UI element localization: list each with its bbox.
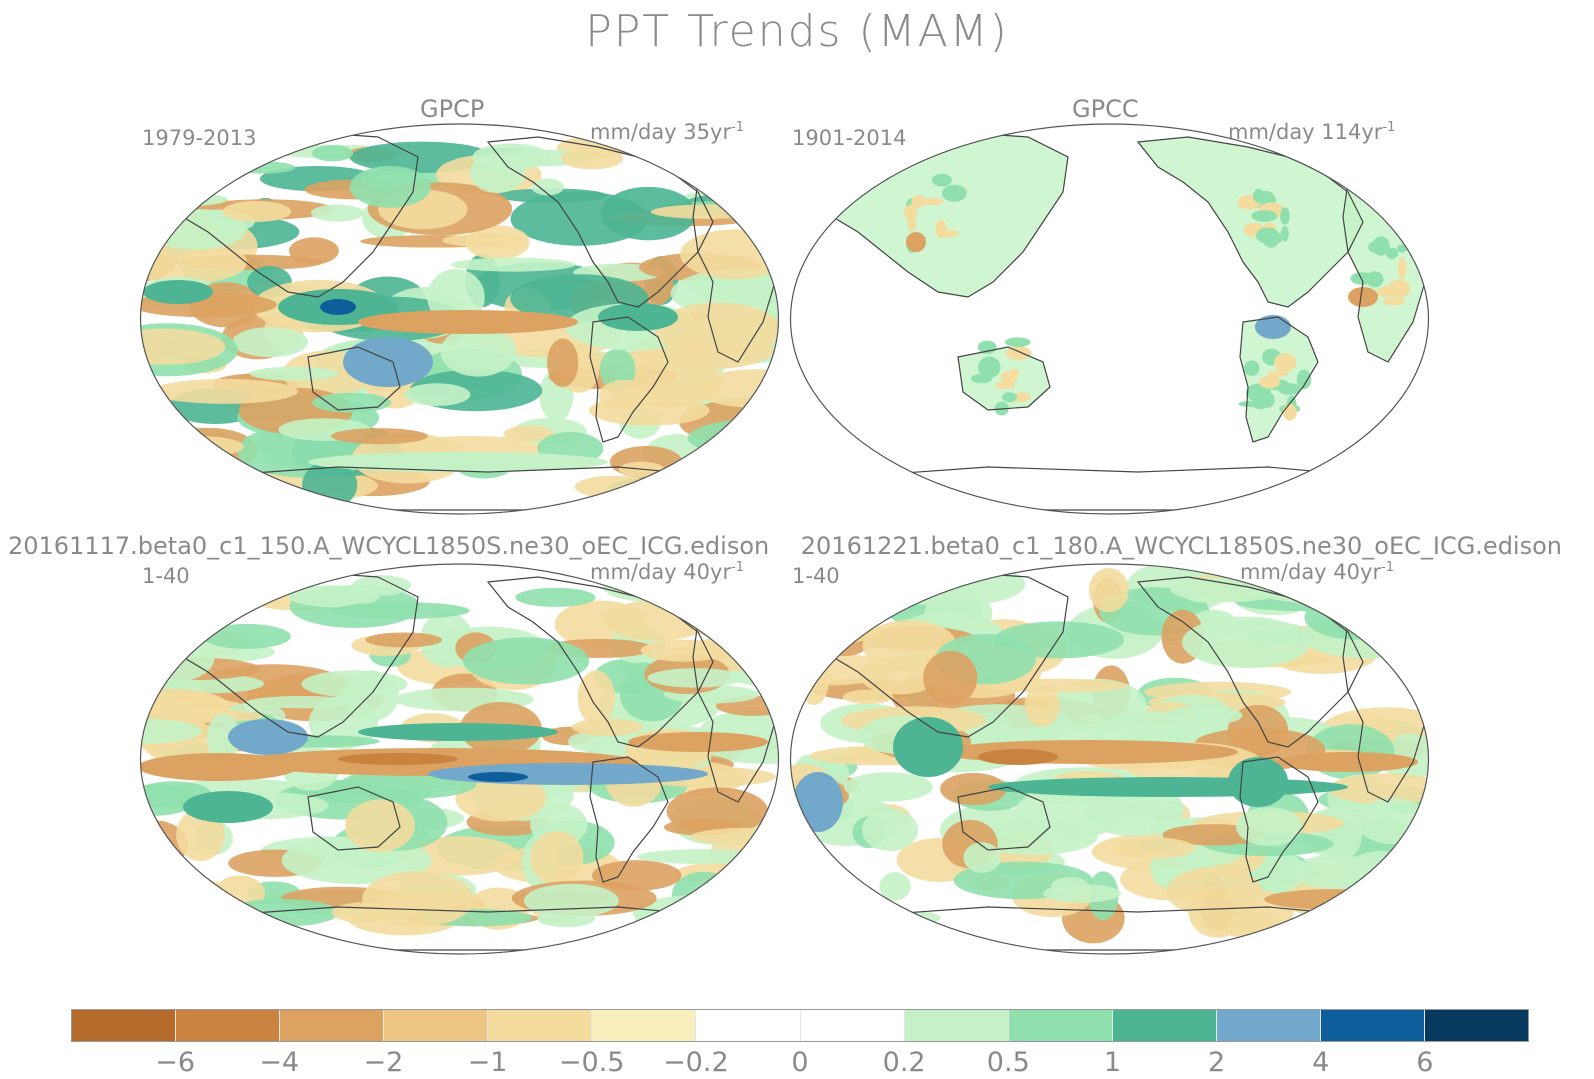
colorbar-segment (695, 1010, 800, 1041)
colorbar-tick-label: −4 (259, 1047, 300, 1078)
colorbar-tick-label: 1 (1103, 1047, 1122, 1078)
colorbar-labels: −6 −4 −2 −1 −0.5 −0.2 0 0.2 0.5 1 2 4 6 (0, 1047, 1594, 1078)
panel-period-gpcp: 1979-2013 (142, 126, 257, 150)
colorbar-segment (1007, 1010, 1112, 1041)
panel-period-gpcc: 1901-2014 (792, 126, 907, 150)
colorbar-segment (72, 1010, 176, 1041)
colorbar-tick-label: 0.2 (882, 1047, 926, 1078)
colorbar-segment (487, 1010, 592, 1041)
colorbar-segment (1111, 1010, 1216, 1041)
panel-title-gpcc: GPCC (1072, 95, 1139, 123)
colorbar-tick-label: −1 (467, 1047, 508, 1078)
colorbar-segment (1319, 1010, 1425, 1041)
colorbar-segment (799, 1010, 904, 1041)
map-panel-model-150 (139, 563, 780, 955)
panel-units-gpcp: mm/day 35yr-1 (590, 120, 745, 144)
colorbar-segment (175, 1010, 280, 1041)
colorbar-segment (1215, 1010, 1320, 1041)
colorbar-segment (1424, 1010, 1529, 1041)
panel-title-model-180: 20161221.beta0_c1_180.A_WCYCL1850S.ne30_… (800, 532, 1562, 560)
panel-title-model-150: 20161117.beta0_c1_150.A_WCYCL1850S.ne30_… (8, 532, 768, 560)
colorbar-tick-label: −0.5 (558, 1047, 625, 1078)
figure-title: PPT Trends (MAM) (585, 6, 1009, 57)
colorbar-tick-label: −2 (363, 1047, 404, 1078)
colorbar (71, 1009, 1529, 1042)
panel-units-model-180: mm/day 40yr-1 (1240, 560, 1395, 584)
colorbar-segment (279, 1010, 384, 1041)
colorbar-tick-label: 0 (791, 1047, 809, 1078)
colorbar-segment (383, 1010, 488, 1041)
panel-period-model-180: 1-40 (792, 564, 840, 588)
colorbar-tick-label: 0.5 (986, 1047, 1030, 1078)
colorbar-tick-label: 2 (1207, 1047, 1226, 1078)
panel-units-model-150: mm/day 40yr-1 (590, 560, 745, 584)
map-panel-gpcp (139, 123, 780, 515)
map-panel-gpcc (789, 123, 1430, 515)
map-panel-model-180 (789, 563, 1430, 955)
panel-units-gpcc: mm/day 114yr-1 (1228, 120, 1396, 144)
colorbar-tick-label: −0.2 (663, 1047, 729, 1078)
colorbar-segment (903, 1010, 1008, 1041)
colorbar-tick-label: −6 (155, 1047, 196, 1078)
colorbar-tick-label: 6 (1416, 1047, 1434, 1078)
panel-period-model-150: 1-40 (142, 564, 190, 588)
colorbar-tick-label: 4 (1312, 1047, 1330, 1078)
panel-title-gpcp: GPCP (420, 95, 485, 123)
colorbar-segment (591, 1010, 696, 1041)
